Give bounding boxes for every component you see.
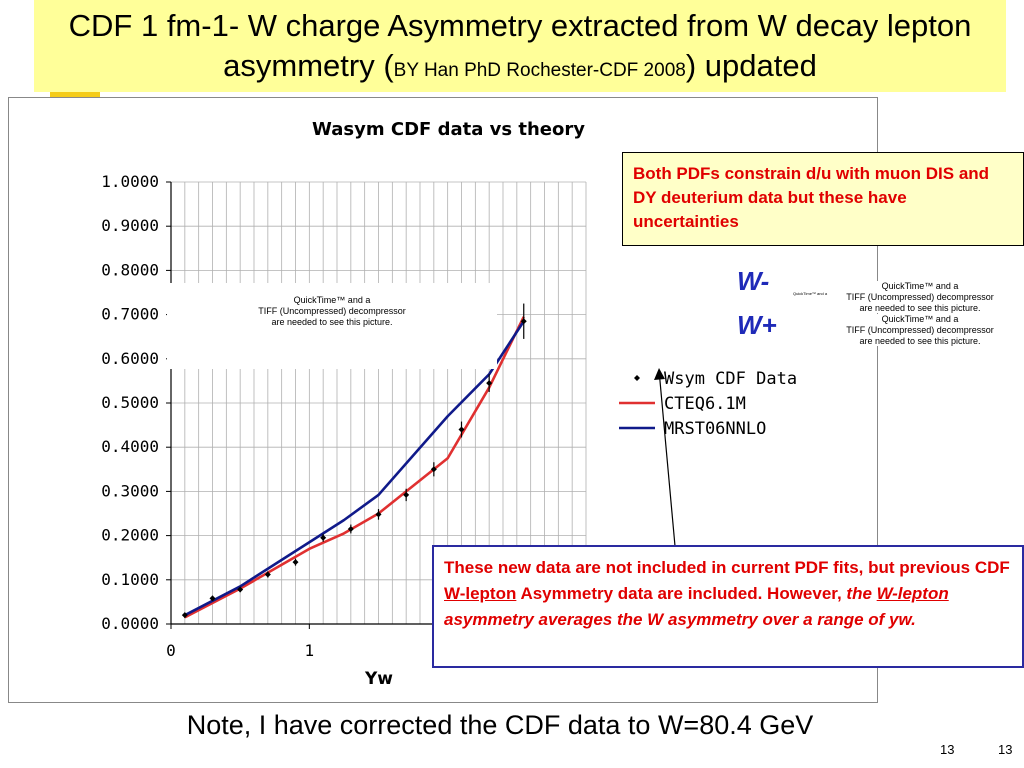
callout-text-6: asymmetry averages the W asymmetry over … [444, 610, 916, 629]
quicktime-placeholder-right: QuickTime™ and a TIFF (Uncompressed) dec… [832, 314, 1008, 346]
quicktime-placeholder-small: QuickTime™ and a [790, 291, 830, 297]
quicktime-line-2: TIFF (Uncompressed) decompressor [258, 306, 406, 316]
series-line-mrst06nnlo [184, 320, 525, 617]
qt-right-top-line-2: TIFF (Uncompressed) decompressor [846, 292, 994, 302]
qt-right-top-line-1: QuickTime™ and a [881, 281, 959, 291]
qt-right-line-1: QuickTime™ and a [881, 314, 959, 324]
x-tick-label: 0 [166, 641, 176, 660]
slide-title: CDF 1 fm-1- W charge Asymmetry extracted… [34, 6, 1006, 91]
series-line-cteq6-1m [184, 316, 525, 619]
data-point [237, 586, 244, 593]
data-point [458, 426, 465, 433]
y-tick-label: 0.0000 [101, 614, 159, 633]
y-tick-label: 0.2000 [101, 526, 159, 545]
legend-marker-data [634, 375, 640, 381]
data-point [209, 595, 216, 602]
title-part-1: CDF 1 fm-1- W charge Asymmetry extracted… [68, 8, 972, 83]
callout-arrow-head [654, 368, 665, 380]
quicktime-placeholder: QuickTime™ and a TIFF (Uncompressed) dec… [167, 283, 497, 369]
title-band [34, 0, 1006, 92]
x-tick-label: 1 [305, 641, 315, 660]
chart-frame: 0.0000 0.1000 0.2000 0.3000 0.4000 0.5000 0.60… [8, 97, 878, 703]
qt-right-line-2: TIFF (Uncompressed) decompressor [846, 325, 994, 335]
page-number-right: 13 [998, 742, 1013, 757]
data-point [520, 318, 527, 325]
callout-arrow [658, 369, 676, 547]
y-tick-label: 0.8000 [101, 260, 159, 279]
title-part-2: ) updated [685, 48, 817, 83]
qt-right-line-3: are needed to see this picture. [859, 336, 981, 346]
w-minus-label: W- [737, 266, 770, 296]
callout-text-1: These new data are not included in curre… [444, 558, 1010, 577]
page-number-left: 13 [940, 742, 955, 757]
data-point [403, 491, 410, 498]
x-axis-label: Yw [364, 669, 393, 689]
y-tick-label: 0.1000 [101, 570, 159, 589]
y-tick-label: 0.5000 [101, 393, 159, 412]
y-tick-label: 0.3000 [101, 481, 159, 500]
y-tick-label: 1.0000 [101, 172, 159, 191]
callout-w-lepton-2: W-lepton [876, 584, 949, 603]
data-point [264, 571, 271, 578]
y-tick-label: 0.6000 [101, 349, 159, 368]
callout-text-3: Asymmetry data are included. However, [516, 584, 847, 603]
quicktime-placeholder-right-top: QuickTime™ and a TIFF (Uncompressed) dec… [832, 281, 1008, 313]
title-citation: BY Han PhD Rochester-CDF 2008 [393, 60, 686, 81]
data-point [292, 559, 299, 566]
data-point [181, 612, 188, 619]
chart-title: Wasym CDF data vs theory [312, 119, 585, 140]
footnote: Note, I have corrected the CDF data to W… [186, 710, 814, 740]
pdf-constraint-callout: Both PDFs constrain d/u with muon DIS an… [622, 152, 1024, 246]
data-point [430, 466, 437, 473]
legend-label: Wsym CDF Data [664, 369, 797, 389]
qt-right-top-line-3: are needed to see this picture. [859, 303, 981, 313]
quicktime-line-1: QuickTime™ and a [293, 295, 371, 305]
callout-text-4: the [846, 584, 877, 603]
w-plus-label: W+ [737, 310, 777, 340]
data-point [347, 525, 354, 532]
legend-label: MRST06NNLO [664, 419, 766, 439]
quicktime-line-3: are needed to see this picture. [271, 317, 393, 327]
y-tick-label: 0.4000 [101, 437, 159, 456]
data-point [486, 380, 493, 387]
y-tick-label: 0.9000 [101, 216, 159, 235]
callout-w-lepton-1: W-lepton [444, 584, 517, 603]
chart-svg: 0.0000 0.1000 0.2000 0.3000 0.4000 0.5000 0.60… [101, 119, 797, 689]
y-tick-label: 0.7000 [101, 305, 159, 324]
data-point [320, 534, 327, 541]
legend-label: CTEQ6.1M [664, 394, 746, 414]
data-point [375, 511, 382, 518]
new-data-callout: These new data are not included in curre… [432, 545, 1024, 668]
